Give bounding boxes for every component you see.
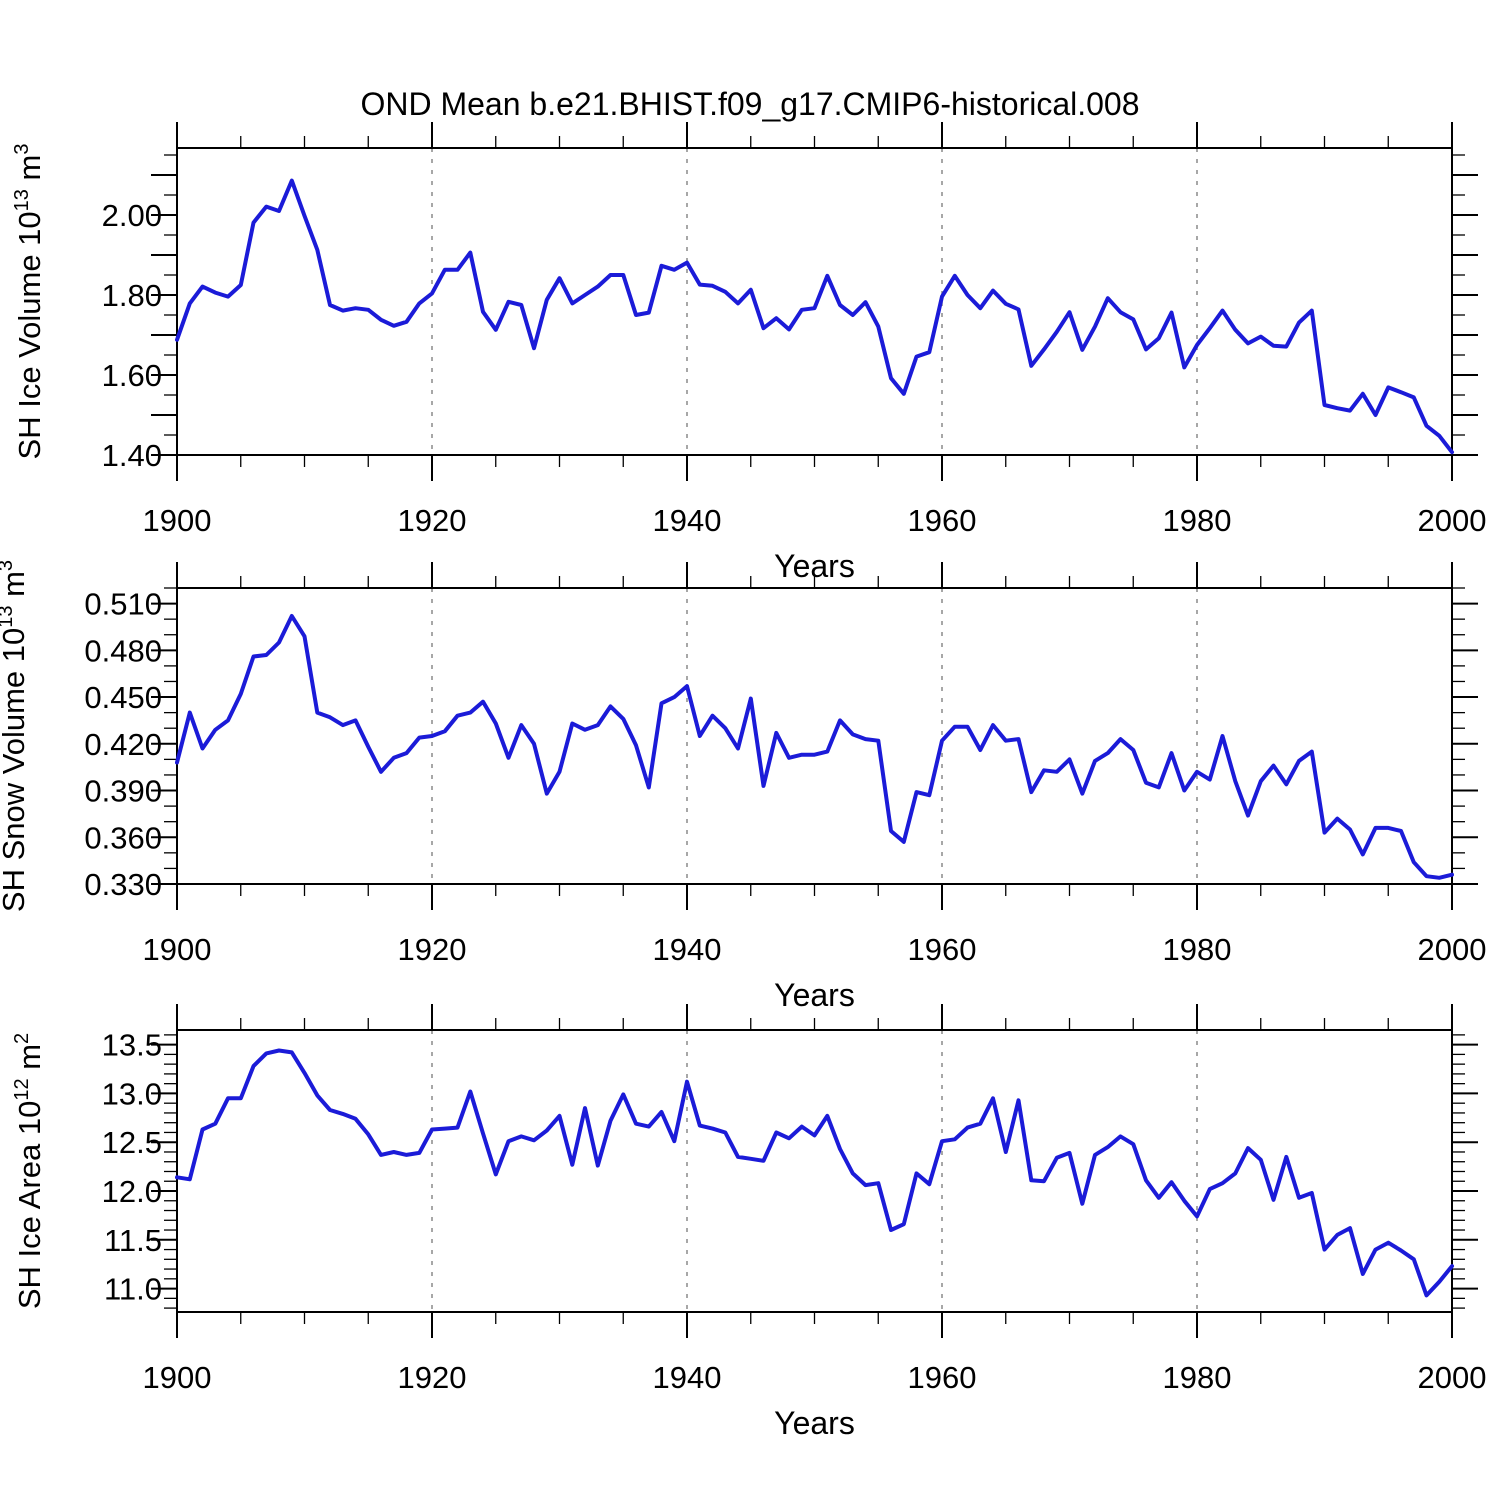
y-tick-label: 13.5 — [102, 1028, 162, 1063]
y-tick-label: 12.0 — [102, 1174, 162, 1209]
x-tick-label: 1900 — [143, 1360, 212, 1395]
panel-frame — [176, 1029, 1453, 1313]
y-tick-label: 1.40 — [102, 438, 162, 473]
y-tick-label: 0.450 — [84, 680, 162, 715]
x-axis-title: Years — [774, 1405, 855, 1441]
x-tick-label: 1940 — [653, 503, 722, 538]
x-tick-label: 1980 — [1163, 1360, 1232, 1395]
y-tick-label: 11.5 — [104, 1223, 162, 1258]
x-axis-title: Years — [774, 977, 855, 1013]
y-axis-title: SH Snow Volume 1013 m3 — [0, 560, 31, 912]
y-axis-title: SH Ice Volume 1013 m3 — [11, 144, 47, 460]
x-tick-label: 1920 — [398, 932, 467, 967]
y-tick-label: 0.510 — [84, 587, 162, 622]
y-tick-label: 2.00 — [102, 198, 162, 233]
y-tick-label: 1.80 — [102, 278, 162, 313]
panel-middle: 1900 1920 1940 1960 1980 2000 Years 0.330 0.360 0… — [0, 560, 1486, 1013]
x-tick-label: 1980 — [1163, 503, 1232, 538]
data-line-bottom — [175, 1048, 1454, 1298]
data-line-middle — [175, 614, 1454, 880]
chart-title: OND Mean b.e21.BHIST.f09_g17.CMIP6-histo… — [360, 86, 1140, 122]
y-tick-label: 11.0 — [104, 1272, 162, 1307]
x-tick-label: 1900 — [143, 503, 212, 538]
x-tick-label: 1900 — [143, 932, 212, 967]
y-tick-label: 0.360 — [84, 820, 162, 855]
y-tick-label: 0.330 — [84, 867, 162, 902]
panel-frame — [176, 147, 1453, 456]
x-tick-label: 1960 — [908, 932, 977, 967]
x-tick-label: 1920 — [398, 503, 467, 538]
y-tick-label: 12.5 — [102, 1125, 162, 1160]
data-line-top — [175, 178, 1454, 455]
x-tick-label: 1980 — [1163, 932, 1232, 967]
panel-bottom: 1900 1920 1940 1960 1980 2000 Years 11.0 11.5 12.… — [11, 1004, 1486, 1441]
x-tick-label: 2000 — [1418, 503, 1487, 538]
panel-frame — [176, 587, 1453, 885]
x-tick-label: 1920 — [398, 1360, 467, 1395]
x-tick-label: 1940 — [653, 932, 722, 967]
y-axis-title: SH Ice Area 1012 m2 — [11, 1033, 47, 1309]
y-tick-label: 0.480 — [84, 633, 162, 668]
y-tick-label: 13.0 — [102, 1076, 162, 1111]
y-tick-label: 1.60 — [102, 358, 162, 393]
x-tick-label: 1960 — [908, 1360, 977, 1395]
x-tick-label: 1960 — [908, 503, 977, 538]
panel-top: 1900 1920 1940 1960 1980 2000Years1.401.601.8… — [11, 122, 1486, 584]
x-tick-label: 2000 — [1418, 932, 1487, 967]
x-tick-label: 1940 — [653, 1360, 722, 1395]
y-tick-label: 0.390 — [84, 774, 162, 809]
x-tick-label: 2000 — [1418, 1360, 1487, 1395]
y-tick-label: 0.420 — [84, 727, 162, 762]
